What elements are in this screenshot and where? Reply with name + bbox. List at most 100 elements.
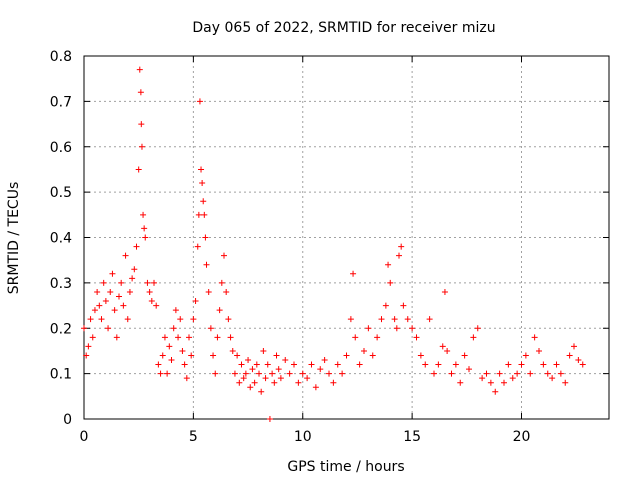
- data-point: [151, 279, 157, 286]
- data-point: [339, 370, 346, 377]
- data-point: [562, 379, 569, 386]
- data-point: [199, 180, 206, 187]
- data-point: [245, 357, 252, 364]
- data-point: [266, 416, 273, 422]
- data-point: [227, 334, 234, 341]
- data-point: [105, 325, 112, 332]
- data-point: [122, 252, 129, 259]
- data-point: [487, 379, 494, 386]
- data-point: [347, 316, 354, 323]
- data-point: [109, 270, 116, 277]
- data-point: [172, 307, 179, 314]
- data-point: [94, 288, 101, 295]
- data-point: [426, 316, 433, 323]
- data-point: [242, 370, 249, 377]
- chart-title: Day 065 of 2022, SRMTID for receiver miz…: [192, 20, 495, 36]
- data-point: [466, 366, 472, 373]
- data-point: [396, 252, 402, 259]
- data-point: [343, 352, 350, 359]
- data-point: [205, 288, 212, 295]
- data-point: [579, 361, 586, 368]
- data-point: [89, 334, 96, 341]
- data-point: [361, 347, 367, 354]
- data-point: [536, 347, 542, 354]
- data-point: [553, 361, 560, 368]
- data-point: [98, 316, 105, 323]
- data-point: [221, 252, 227, 259]
- data-point: [264, 361, 271, 368]
- data-point: [273, 352, 280, 359]
- data-point: [138, 121, 145, 128]
- data-point: [256, 370, 262, 377]
- data-point: [382, 302, 389, 309]
- data-point: [299, 370, 306, 377]
- data-point: [148, 298, 155, 305]
- data-point: [181, 361, 188, 368]
- x-tick-label: 20: [513, 429, 531, 445]
- data-point: [202, 234, 209, 241]
- data-point: [317, 366, 324, 373]
- data-point: [210, 352, 217, 359]
- x-axis-label: GPS time / hours: [287, 459, 404, 475]
- data-point: [83, 352, 90, 359]
- data-point: [146, 288, 153, 295]
- data-point: [334, 361, 341, 368]
- data-point: [258, 388, 265, 395]
- data-point: [527, 370, 534, 377]
- data-point: [496, 370, 503, 377]
- data-point: [291, 361, 297, 368]
- data-point: [413, 334, 420, 341]
- data-point: [81, 325, 87, 332]
- data-point: [136, 66, 143, 73]
- y-tick-label: 0.3: [50, 276, 72, 292]
- data-point: [216, 307, 223, 314]
- data-point: [192, 298, 199, 305]
- data-point: [131, 266, 138, 273]
- data-point: [240, 375, 247, 382]
- data-point: [295, 379, 302, 386]
- data-point: [164, 370, 171, 377]
- data-point: [492, 388, 499, 395]
- data-point: [223, 288, 230, 295]
- data-point: [251, 379, 258, 386]
- data-point: [253, 361, 260, 368]
- data-point: [444, 347, 451, 354]
- data-point: [229, 347, 236, 354]
- data-point: [91, 307, 98, 314]
- data-point: [417, 352, 424, 359]
- data-point: [170, 325, 177, 332]
- x-tick-label: 15: [403, 429, 421, 445]
- data-point: [155, 361, 162, 368]
- data-point: [111, 307, 118, 314]
- data-point: [153, 302, 160, 309]
- data-point: [260, 347, 267, 354]
- data-point: [140, 211, 147, 218]
- data-point: [378, 316, 385, 323]
- data-point: [144, 279, 151, 286]
- data-point: [262, 375, 269, 382]
- data-point: [461, 352, 468, 359]
- x-axis-ticks: 0 5 10 15 20: [80, 56, 531, 445]
- data-point: [159, 352, 166, 359]
- data-point: [137, 89, 144, 96]
- data-point: [441, 288, 448, 295]
- y-tick-label: 0.2: [50, 321, 72, 337]
- data-point: [514, 370, 521, 377]
- grid-lines: [84, 56, 609, 419]
- data-point: [195, 211, 202, 218]
- data-point: [304, 375, 311, 382]
- data-point: [269, 370, 276, 377]
- data-point: [470, 334, 477, 341]
- data-point: [247, 384, 254, 391]
- data-point: [457, 379, 464, 386]
- data-point: [214, 334, 221, 341]
- data-point: [391, 316, 398, 323]
- data-point: [365, 325, 372, 332]
- data-point: [225, 316, 232, 323]
- data-point: [448, 370, 455, 377]
- data-point: [321, 357, 328, 364]
- data-point: [275, 366, 282, 373]
- data-point: [544, 370, 551, 377]
- data-point: [439, 343, 446, 350]
- data-point: [113, 334, 120, 341]
